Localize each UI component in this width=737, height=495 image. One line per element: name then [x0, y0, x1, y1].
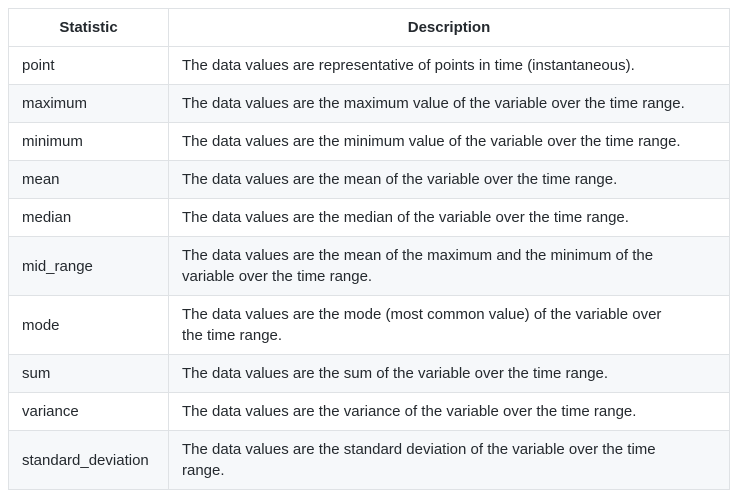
description-cell: The data values are the sum of the varia… [168, 354, 730, 393]
statistic-cell: median [8, 198, 169, 237]
table-row: standard_deviation The data values are th… [8, 430, 730, 490]
table-row: mode The data values are the mode (most c… [8, 295, 730, 355]
table-header: Statistic Description [8, 8, 730, 47]
description-cell: The data values are the variance of the … [168, 392, 730, 431]
description-cell: The data values are the minimum value of… [168, 122, 730, 161]
statistic-cell: mid_range [8, 236, 169, 296]
table-row: minimum The data values are the minimum v… [8, 122, 730, 161]
statistic-cell: maximum [8, 84, 169, 123]
table-row: maximum The data values are the maximum v… [8, 84, 730, 123]
table-row: mid_range The data values are the mean of… [8, 236, 730, 296]
table-row: median The data values are the median of … [8, 198, 730, 237]
description-cell: The data values are representative of po… [168, 46, 730, 85]
statistic-cell: variance [8, 392, 169, 431]
description-cell: The data values are the maximum value of… [168, 84, 730, 123]
description-cell: The data values are the median of the va… [168, 198, 730, 237]
description-cell: The data values are the mode (most commo… [168, 295, 730, 355]
column-header-statistic: Statistic [8, 8, 169, 47]
statistic-cell: mode [8, 295, 169, 355]
column-header-description: Description [168, 8, 730, 47]
statistic-cell: minimum [8, 122, 169, 161]
table-row: variance The data values are the variance… [8, 392, 730, 431]
table-row: sum The data values are the sum of the va… [8, 354, 730, 393]
statistics-table: Statistic Description point The data valu… [8, 8, 730, 490]
description-cell: The data values are the mean of the vari… [168, 160, 730, 199]
statistic-cell: sum [8, 354, 169, 393]
table-body: point The data values are representative … [8, 46, 730, 490]
header-row: Statistic Description [8, 8, 730, 47]
table-row: point The data values are representative … [8, 46, 730, 85]
statistic-cell: mean [8, 160, 169, 199]
statistic-cell: point [8, 46, 169, 85]
statistic-cell: standard_deviation [8, 430, 169, 490]
description-cell: The data values are the mean of the maxi… [168, 236, 730, 296]
table-row: mean The data values are the mean of the … [8, 160, 730, 199]
description-cell: The data values are the standard deviati… [168, 430, 730, 490]
